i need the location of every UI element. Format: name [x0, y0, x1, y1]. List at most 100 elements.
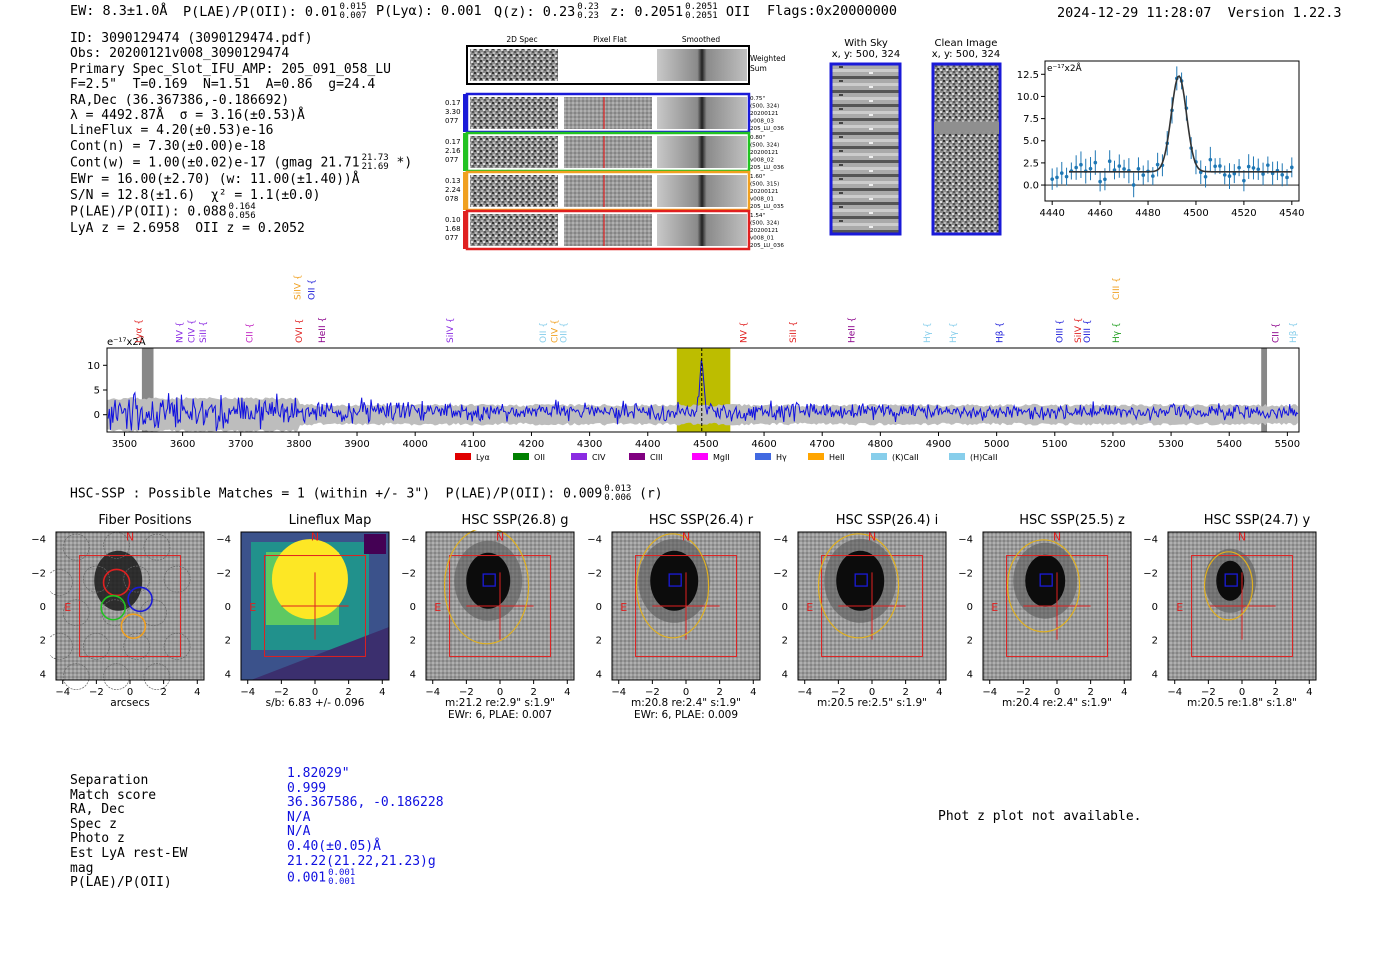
cutout-row-left-label: 0.13	[445, 177, 461, 185]
legend-label: CIII	[650, 453, 663, 462]
panel-xtick-label: −2	[274, 687, 289, 698]
panel-ytick-label: 4	[596, 669, 602, 680]
zoom-data-point	[1285, 175, 1289, 180]
clean-image	[931, 62, 1002, 236]
full-spectrum-chart: e⁻¹⁷x2Å 3500 3600 3700 3800 3900 4000 4100 4200 4…	[87, 275, 1300, 462]
line-id-text: CII {	[1272, 323, 1282, 343]
panel-xtick-label: 0	[497, 687, 503, 698]
match-labels: Separation Match score RA, Dec Spec z Photo …	[70, 773, 187, 891]
zoom-ytick-label: 5.0	[1023, 136, 1039, 147]
line-id-label: SiIV {	[1074, 317, 1084, 343]
zoom-data-point	[1246, 164, 1251, 169]
spectrum-ytick-label: 10	[87, 361, 100, 372]
line-id-text: OIII {	[1083, 319, 1093, 343]
source-marker	[1224, 573, 1238, 587]
line-id-text: HeII {	[847, 317, 857, 343]
panel-y-axis: 4 2 0 −2 −4	[773, 535, 788, 681]
galaxy-ellipse	[635, 533, 710, 639]
header-qz: Q(z): 0.23 0.23 0.23	[494, 2, 599, 21]
panel-ytick-label: −4	[31, 535, 46, 546]
zoom-data-point	[1103, 177, 1107, 182]
panel-ytick-label: 2	[410, 636, 416, 647]
line-id-label: Lyα {	[134, 319, 144, 343]
line-id-label: CII {	[1272, 323, 1282, 343]
cutout-row-right-label: 205_LU_036	[750, 126, 784, 132]
zoom-data-point	[1122, 167, 1126, 171]
panel-caption: m:20.5 re:1.8" s:1.8"	[1187, 697, 1297, 709]
fiber-circle	[62, 533, 90, 561]
panel-ytick-label: 0	[596, 602, 602, 613]
line-id-text: HeII {	[318, 317, 328, 343]
fiber-green	[100, 594, 126, 621]
fiber-circle	[50, 569, 73, 596]
fiber-circle	[123, 633, 151, 660]
fiber-circle	[163, 633, 191, 660]
line-id-label: OIII {	[1083, 319, 1093, 343]
info-fit-params: F=2.5" T=0.169 N=1.51 A=0.86 g=24.4	[70, 77, 376, 93]
panel-ytick-label: 4	[1152, 669, 1158, 680]
line-id-text: CIV {	[187, 319, 197, 343]
info-ewr: EWr = 16.00(±2.70) (w: 11.00(±1.40))Å	[70, 172, 360, 188]
source-marker	[1039, 573, 1053, 587]
cutout-row-left-label: 2.16	[445, 147, 461, 155]
match-value: 0.999	[287, 780, 327, 796]
spectrum-ytick-label: 5	[94, 386, 100, 397]
zoom-data-point	[1141, 173, 1146, 177]
panel-ytick-label: −2	[31, 568, 46, 579]
header-flags: Flags:0x20000000	[767, 3, 898, 19]
line-id-label: CIV {	[551, 319, 561, 343]
east-label: E	[991, 601, 998, 614]
panel-xtick-label: 0	[1239, 687, 1245, 698]
line-id-text: OII {	[559, 322, 569, 343]
panel-caption: m:20.4 re:2.4" s:1.9"	[1002, 697, 1112, 709]
fiber-circle	[83, 633, 110, 660]
masked-region	[141, 348, 154, 432]
galaxy-core	[650, 550, 699, 611]
east-label: E	[64, 601, 71, 614]
line-id-label: Hβ {	[996, 322, 1006, 343]
info-id: ID: 3090129474 (3090129474.pdf)	[70, 31, 313, 46]
cutout-row-colorbar	[463, 172, 466, 210]
header-plya: P(Lyα): 0.001	[376, 3, 482, 19]
with-sky-title: With Sky x, y: 500, 324	[831, 38, 901, 60]
line-id-label: SiII {	[789, 321, 799, 343]
panel-xtick-label: 2	[716, 687, 722, 698]
detection-info: ID: 3090129474 (3090129474.pdf) Obs: 202…	[70, 31, 412, 236]
cutout-row-smoothed	[657, 214, 747, 246]
panel-ytick-label: −2	[401, 568, 416, 579]
match-label: RA, Dec	[70, 802, 125, 818]
panel-image: NE	[240, 530, 390, 681]
legend-swatch	[629, 453, 645, 460]
info-cont-w: Cont(w) = 1.00(±0.02)e-17 (gmag 21.71 21.…	[70, 153, 413, 173]
info-redshifts: LyA z = 2.6958 OII z = 0.2052	[70, 220, 305, 236]
spectrum-xtick-label: 4500	[693, 439, 718, 450]
aperture-box	[449, 555, 551, 657]
zoom-model-line	[1069, 75, 1292, 173]
zoom-data-point	[1227, 174, 1232, 178]
legend-swatch	[513, 453, 529, 460]
match-value: 36.367586, -0.186228	[287, 795, 444, 811]
zoom-data-point	[1059, 171, 1064, 175]
panel-caption: s/b: 6.83 +/- 0.096	[265, 697, 365, 709]
north-label: N	[682, 530, 690, 543]
east-label: E	[434, 601, 441, 614]
zoom-data-point	[1064, 174, 1069, 179]
fiber-circle	[50, 633, 73, 660]
zoom-data-point	[1117, 164, 1122, 168]
spectrum-xtick-label: 4700	[809, 439, 834, 450]
cutout-row-right-label: v008_01	[750, 197, 774, 203]
line-id-text: OII {	[539, 322, 549, 343]
panel-xtick-label: −4	[611, 687, 626, 698]
line-id-text: SiIV {	[294, 275, 304, 300]
spectrum-xtick-label: 4200	[519, 439, 544, 450]
with-sky-image	[829, 62, 902, 236]
galaxy-core	[836, 550, 885, 611]
cutout-row-left-label: 078	[445, 195, 458, 203]
cutout-row-left-label: 077	[445, 234, 458, 242]
info-lineflux: LineFlux = 4.20(±0.53)e-16	[70, 123, 274, 139]
zoom-xtick-label: 4520	[1231, 208, 1256, 219]
panel-ytick-label: 2	[596, 636, 602, 647]
legend-swatch	[692, 453, 708, 460]
zoom-xtick-label: 4500	[1183, 208, 1208, 219]
fiber-circle	[62, 599, 90, 627]
